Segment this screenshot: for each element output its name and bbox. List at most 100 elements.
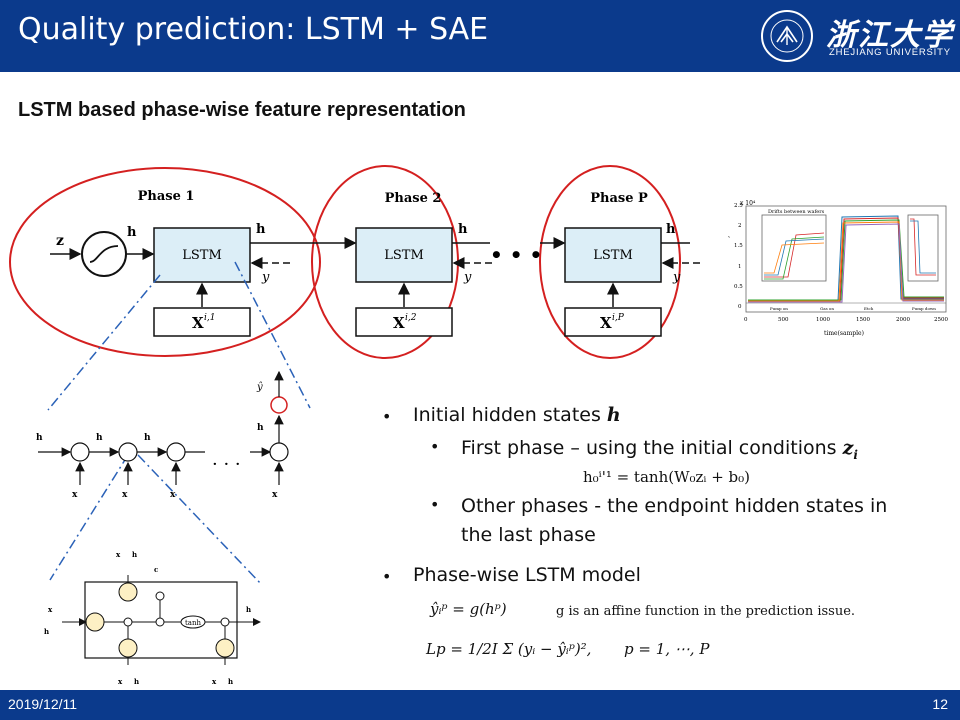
svg-text:x: x [122, 490, 128, 500]
hT2-label: h [458, 222, 468, 237]
university-name-en: ZHEJIANG UNIVERSITY [829, 47, 951, 58]
x-label-p: X [600, 314, 612, 332]
equation-initial-state: h₀ⁱ'¹ = tanh(W₀zᵢ + b₀) [583, 468, 750, 486]
inset-ytick-1: 0.5 [734, 284, 743, 290]
h-var: h [606, 404, 621, 426]
inset-stage-3: Pump down [912, 306, 936, 311]
phase1-label: Phase 1 [138, 189, 195, 204]
svg-text:x: x [72, 490, 78, 500]
x-sup-2: i,2 [405, 313, 417, 323]
svg-text:x: x [212, 677, 217, 686]
hTP-label: h [666, 222, 676, 237]
phase-ellipsis: • • • [490, 243, 542, 267]
svg-text:h: h [36, 433, 43, 443]
lstm-box-2 [355, 227, 453, 283]
x-sup-1: i,1 [204, 313, 215, 323]
svg-text:c: c [154, 565, 158, 574]
page-number: 12 [932, 696, 948, 712]
bullet-text: Other phases - the endpoint hidden state… [461, 495, 888, 517]
y-label-p: y [672, 270, 681, 285]
svg-text:h: h [144, 433, 151, 443]
equation-note: g is an affine function in the predictio… [556, 604, 856, 619]
output-node [270, 396, 288, 414]
x-label-1: X [192, 314, 204, 332]
bullet-text-cont: the last phase [461, 524, 596, 546]
inset-intensity-chart: x 10⁴ intensity 0 0.5 1 1.5 2 2.5 Drifts… [728, 200, 948, 337]
z-input-label: z [56, 233, 64, 249]
inset-xtick-0: 0 [744, 317, 748, 323]
y-label-2: y [463, 270, 472, 285]
inset-xtick-2: 1000 [816, 317, 830, 323]
inset-ytick-2: 1 [738, 264, 742, 270]
phaseP-ellipse [539, 165, 681, 359]
inset-stage-2: Etch [864, 306, 874, 311]
lstm-box-p [564, 227, 662, 283]
inset-ylabel: intensity [728, 234, 730, 261]
x-sup-p: i,P [612, 313, 625, 323]
x-label-2: X [393, 314, 405, 332]
sigmoid-node [81, 231, 127, 277]
h0-label: h [127, 225, 137, 240]
inset-stage-1: Gas on [820, 306, 834, 311]
svg-text:h: h [134, 677, 139, 686]
lstm-label-2: LSTM [384, 248, 424, 263]
lstm-box-1 [153, 227, 251, 283]
svg-text:x: x [118, 677, 123, 686]
x-input-box-1 [153, 307, 251, 337]
svg-text:h: h [228, 677, 233, 686]
inset-xtick-4: 2000 [896, 317, 910, 323]
phaseP-label: Phase P [590, 191, 648, 206]
inset-zoom-box [761, 214, 827, 282]
tanh-label: tanh [185, 619, 201, 627]
svg-text:ŷ: ŷ [256, 382, 263, 393]
svg-text:x: x [272, 490, 278, 500]
z-var: z [842, 437, 854, 459]
inset-xtick-5: 2500 [934, 317, 948, 323]
lstm-cell-detail: tanh x h h x h c x h x h [44, 550, 261, 686]
inset-xtick-1: 500 [778, 317, 789, 323]
slide-title: Quality prediction: LSTM + SAE [18, 12, 489, 47]
svg-text:x: x [170, 490, 176, 500]
title-bar: Quality prediction: LSTM + SAE 浙江大学 ZHEJ… [0, 0, 960, 72]
svg-text:h: h [132, 550, 137, 559]
svg-text:x: x [116, 550, 121, 559]
equation-prediction: ŷᵢᵖ = g(hᵖ) [430, 600, 507, 618]
phase-lstm-diagram: Phase 1 Phase 2 Phase P z h LSTM LSTM LS… [9, 165, 700, 686]
unroll-ellipsis: · · · [212, 454, 241, 475]
footer-date: 2019/12/11 [8, 696, 78, 712]
equation-loss: Lp = 1/2I Σ (yᵢ − ŷᵢᵖ)², [426, 640, 592, 658]
bullet-text: First phase – using the initial conditio… [461, 437, 843, 459]
lstm-label-1: LSTM [182, 248, 222, 263]
inset-ytick-3: 1.5 [734, 243, 743, 249]
lstm-label-p: LSTM [593, 248, 633, 263]
hT1-label: h [256, 222, 266, 237]
y-label-1: y [261, 270, 270, 285]
university-name-cn: 浙江大学 [826, 18, 954, 53]
bullet-text: Phase-wise LSTM model [413, 564, 641, 586]
inset-exponent: x 10⁴ [740, 200, 756, 207]
svg-text:h: h [246, 605, 251, 614]
section-heading: LSTM based phase-wise feature representa… [18, 99, 466, 121]
inset-title: Drifts between wafers [768, 209, 825, 215]
inset-xlabel: time(sample) [824, 330, 864, 337]
inset-ytick-0: 0 [738, 304, 742, 310]
phase2-label: Phase 2 [385, 191, 442, 206]
svg-text:h: h [96, 433, 103, 443]
footer-bar: 2019/12/11 12 [0, 690, 960, 720]
inset-xtick-3: 1500 [856, 317, 870, 323]
inset-ytick-5: 2.5 [734, 203, 743, 209]
x-input-box-p [564, 307, 662, 337]
z-sub: i [853, 447, 858, 462]
inset-stage-0: Pump on [770, 306, 788, 311]
inset-curves [748, 215, 944, 303]
inset-ytick-4: 2 [738, 223, 742, 229]
x-input-box-2 [355, 307, 453, 337]
phase1-ellipse [9, 167, 321, 357]
svg-text:x: x [48, 605, 53, 614]
equation-range: p = 1, ⋯, P [624, 640, 710, 658]
unrolled-lstm-chain: · · · h h h h ŷ x x x x [36, 370, 289, 500]
svg-text:h: h [257, 423, 264, 433]
university-seal-icon [761, 10, 813, 62]
bullet-text: Initial hidden states [413, 404, 607, 426]
svg-text:h: h [44, 627, 49, 636]
